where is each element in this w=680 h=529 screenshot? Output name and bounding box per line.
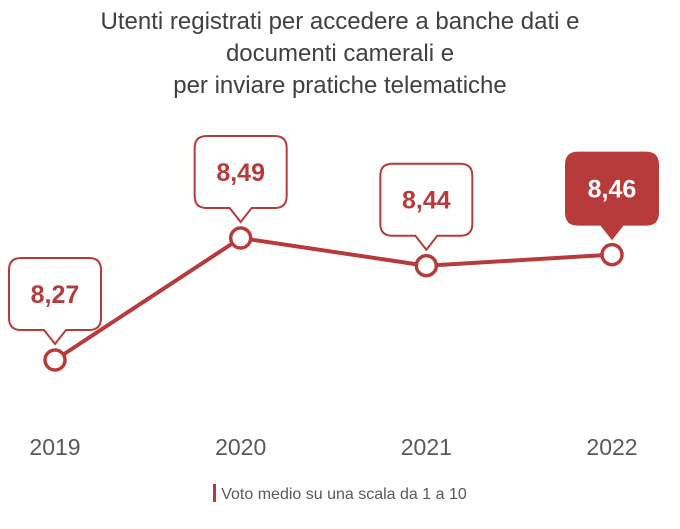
x-tick-label-2020: 2020 (215, 434, 266, 460)
callout-box-2020 (193, 135, 288, 224)
callout-box-2021 (379, 162, 474, 252)
data-point-2022 (600, 242, 624, 267)
series-line (53, 236, 613, 362)
legend: Voto medio su una scala da 1 a 10 (0, 484, 680, 504)
data-point-2021 (414, 253, 439, 278)
data-point-2020 (228, 226, 253, 250)
data-label-2021: 8,44 (402, 187, 451, 215)
x-tick-label-2019: 2019 (29, 434, 80, 460)
chart-title-line-1: Utenti registrati per accedere a banche … (100, 8, 580, 35)
data-point-2019 (43, 348, 67, 372)
data-label-2020: 8,49 (216, 159, 265, 187)
chart-title-line-2: documenti camerali e (225, 40, 455, 67)
data-label-2019: 8,27 (31, 281, 80, 309)
chart-title-line-3: per inviare pratiche telematiche (173, 72, 507, 99)
legend-label: Voto medio su una scala da 1 a 10 (221, 486, 467, 503)
x-tick-label-2022: 2022 (586, 434, 637, 460)
legend-swatch (213, 484, 217, 502)
data-label-2022: 8,46 (588, 176, 637, 204)
x-tick-label-2021: 2021 (401, 434, 452, 460)
callout-box-2019 (8, 257, 102, 346)
callout-box-2022 (565, 151, 659, 241)
chart-title: Utenti registrati per accedere a banche … (0, 6, 680, 102)
